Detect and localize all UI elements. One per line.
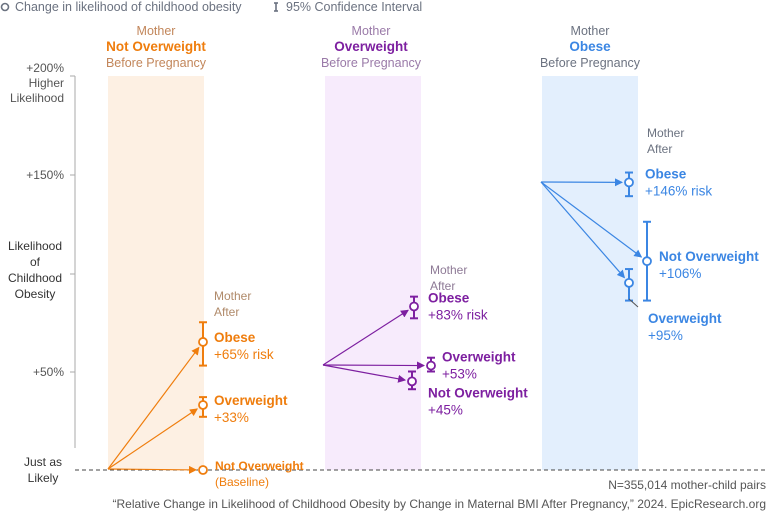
point-label: Overweight bbox=[214, 393, 288, 408]
point-value: +146% risk bbox=[645, 183, 712, 198]
group-band bbox=[325, 76, 421, 470]
y-likelihood: Likelihood bbox=[10, 91, 64, 105]
after-label-2: After bbox=[647, 142, 672, 156]
data-point bbox=[199, 401, 207, 409]
arrow bbox=[323, 365, 424, 366]
point-label: Obese bbox=[214, 330, 256, 345]
legend-ci-icon bbox=[274, 3, 278, 11]
data-point bbox=[625, 279, 633, 287]
data-point bbox=[643, 257, 651, 265]
point-value: +53% bbox=[442, 367, 477, 382]
y-tick-150: +150% bbox=[26, 168, 64, 182]
group-top-label: Mother bbox=[571, 24, 610, 38]
group-top-label: Mother bbox=[137, 24, 176, 38]
after-label-2: After bbox=[214, 305, 239, 319]
footer-source: “Relative Change in Likelihood of Childh… bbox=[113, 497, 766, 511]
y-tick-200: +200% bbox=[26, 61, 64, 75]
group-bottom-label: Before Pregnancy bbox=[321, 56, 422, 70]
point-value: +33% bbox=[214, 410, 249, 425]
group-top-label: Mother bbox=[352, 24, 391, 38]
group-band bbox=[542, 76, 638, 470]
y-title-2: of bbox=[30, 255, 41, 269]
group-name: Obese bbox=[569, 39, 611, 54]
point-label: Overweight bbox=[442, 350, 516, 365]
point-value: +83% risk bbox=[428, 307, 488, 322]
y-base-2: Likely bbox=[28, 471, 59, 485]
data-point bbox=[625, 178, 633, 186]
point-value: +65% risk bbox=[214, 347, 274, 362]
legend-point-icon bbox=[2, 4, 9, 11]
legend-point-label: Change in likelihood of childhood obesit… bbox=[15, 0, 242, 14]
data-point bbox=[427, 362, 435, 370]
data-point bbox=[408, 377, 416, 385]
point-label: Obese bbox=[645, 166, 687, 181]
y-title-4: Obesity bbox=[15, 287, 56, 301]
point-label: Overweight bbox=[648, 311, 722, 326]
group-bottom-label: Before Pregnancy bbox=[106, 56, 207, 70]
y-title-1: Likelihood bbox=[8, 239, 62, 253]
point-label: Obese bbox=[428, 290, 470, 305]
point-label: Not Overweight bbox=[215, 459, 304, 473]
point-value: (Baseline) bbox=[215, 475, 269, 489]
point-value: +95% bbox=[648, 328, 683, 343]
group-band bbox=[108, 76, 204, 470]
y-title-3: Childhood bbox=[8, 271, 62, 285]
point-label: Not Overweight bbox=[659, 249, 759, 264]
data-point bbox=[410, 302, 418, 310]
group-name: Not Overweight bbox=[106, 39, 206, 54]
data-point bbox=[199, 338, 207, 346]
footer-n: N=355,014 mother-child pairs bbox=[608, 478, 766, 492]
after-label-1: Mother bbox=[430, 263, 467, 277]
data-point bbox=[199, 466, 207, 474]
legend-ci-label: 95% Confidence Interval bbox=[286, 0, 422, 14]
point-label: Not Overweight bbox=[428, 385, 528, 400]
group-bottom-label: Before Pregnancy bbox=[540, 56, 641, 70]
y-base-1: Just as bbox=[24, 455, 62, 469]
y-higher: Higher bbox=[29, 76, 64, 90]
point-value: +106% bbox=[659, 266, 701, 281]
point-value: +45% bbox=[428, 402, 463, 417]
after-label-1: Mother bbox=[647, 126, 684, 140]
after-label-1: Mother bbox=[214, 289, 251, 303]
group-name: Overweight bbox=[334, 39, 408, 54]
y-tick-50: +50% bbox=[33, 365, 64, 379]
